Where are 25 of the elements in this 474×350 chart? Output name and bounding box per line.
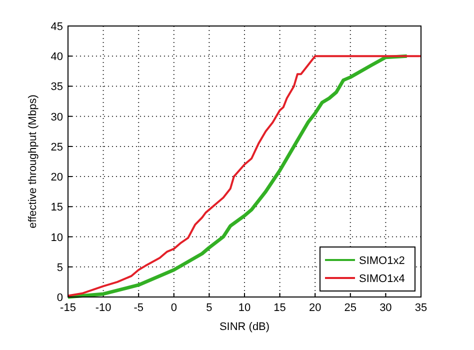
x-tick-label: 15 (274, 302, 286, 314)
y-axis-title: effective throughput (Mbps) (27, 94, 39, 228)
x-tick-label: -10 (95, 302, 112, 314)
y-tick-label: 10 (50, 232, 63, 244)
x-tick-label: 10 (238, 302, 251, 314)
y-tick-label: 0 (56, 292, 63, 304)
y-tick-label: 45 (50, 21, 63, 33)
x-tick-label: 20 (308, 302, 322, 314)
x-tick-label: -5 (134, 302, 144, 314)
x-tick-label: 30 (380, 302, 392, 314)
x-tick-label: 35 (414, 302, 428, 314)
x-tick-label: 0 (170, 302, 177, 314)
x-tick-label: 25 (344, 302, 357, 314)
x-tick-label: 5 (206, 302, 212, 314)
y-tick-label: 35 (50, 81, 63, 94)
y-tick-label: 25 (50, 141, 63, 154)
y-tick-label: 20 (50, 172, 63, 184)
y-tick-label: 30 (50, 111, 63, 124)
legend-label: SIMO1x2 (359, 255, 405, 267)
legend-label: SIMO1x4 (359, 273, 405, 285)
y-tick-label: 15 (50, 202, 63, 214)
x-axis-title: SINR (dB) (219, 321, 270, 333)
y-tick-label: 40 (50, 51, 63, 64)
y-tick-label: 5 (56, 262, 63, 274)
x-tick-label: -15 (60, 302, 76, 314)
